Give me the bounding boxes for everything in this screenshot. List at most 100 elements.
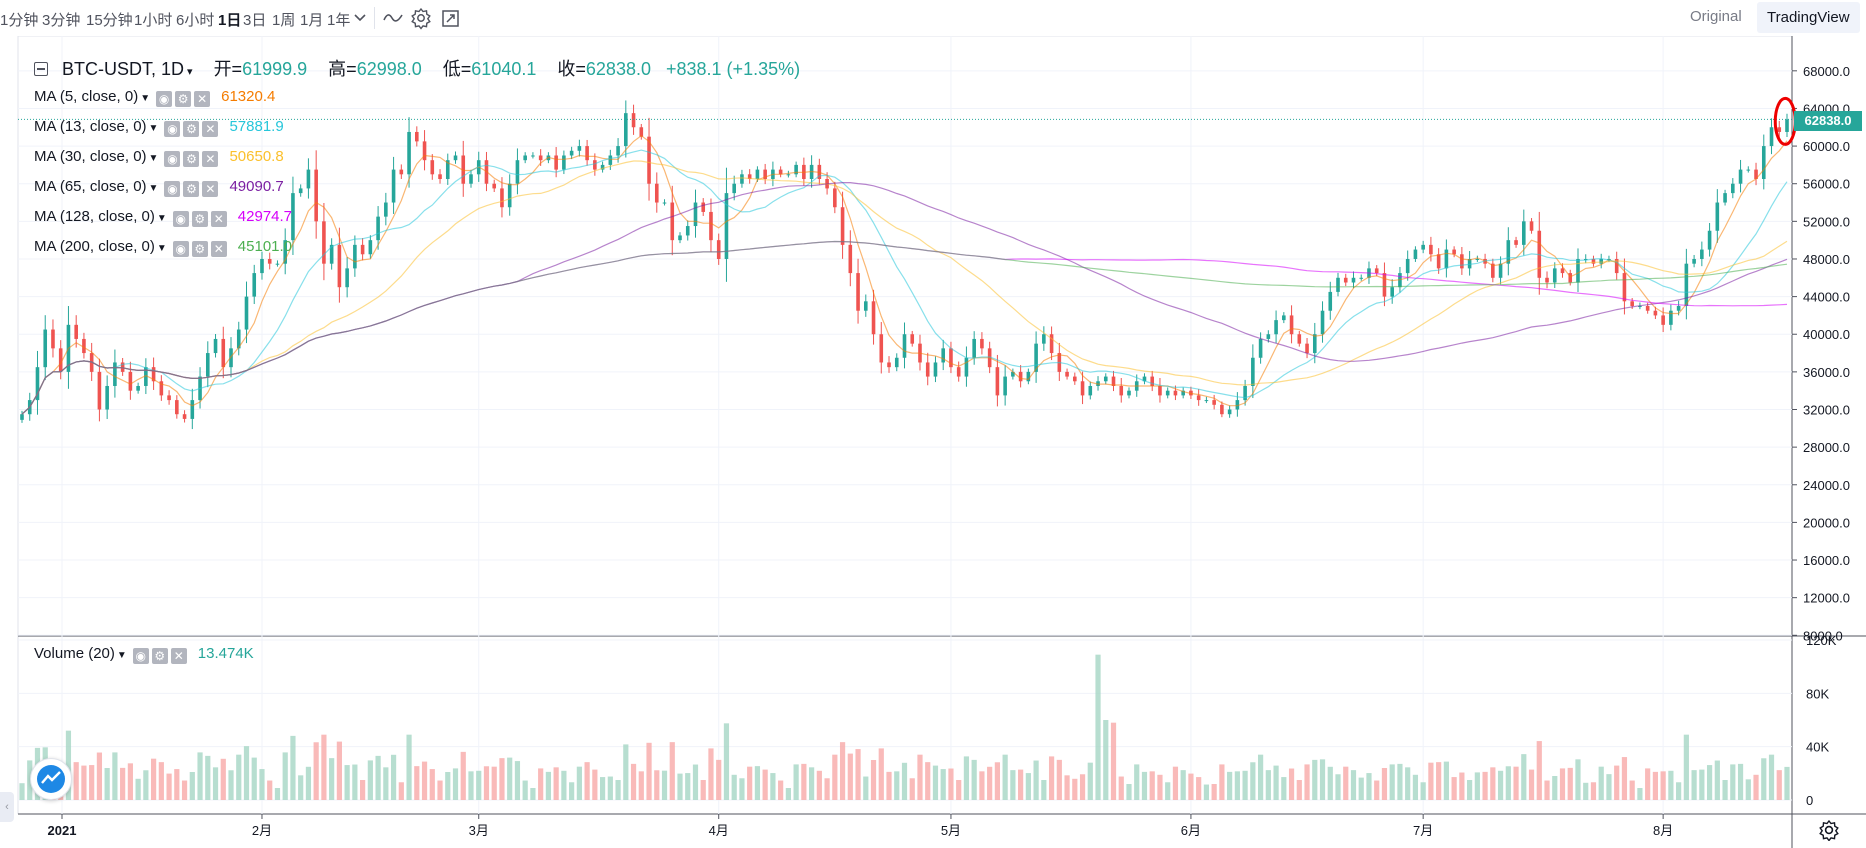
study-chevron-icon[interactable]: ▼: [148, 183, 159, 194]
study-legend-row: MA (65, close, 0) ▼ ◉ ⚙ ✕ 49090.7: [34, 178, 284, 197]
timeframe-1h[interactable]: 1小时: [134, 12, 173, 29]
settings-icon[interactable]: ⚙: [183, 181, 200, 197]
close-icon[interactable]: ✕: [210, 241, 227, 257]
eye-icon[interactable]: ◉: [156, 91, 173, 107]
close-icon[interactable]: ✕: [210, 211, 227, 227]
volume-bar: [863, 776, 869, 800]
candle-body: [833, 188, 837, 208]
volume-bar: [592, 769, 598, 800]
ma200-line: [21, 240, 1788, 415]
candle-body: [1638, 306, 1642, 308]
close-icon[interactable]: ✕: [202, 121, 219, 137]
symbol-label[interactable]: BTC-USDT, 1D: [62, 59, 185, 79]
side-panel-toggle[interactable]: ‹: [0, 792, 14, 822]
settings-icon[interactable]: ⚙: [175, 91, 192, 107]
symbol-chevron-icon[interactable]: ▾: [187, 66, 193, 78]
line-style-icon[interactable]: [382, 5, 404, 36]
volume-bar: [1103, 720, 1109, 800]
settings-icon[interactable]: ⚙: [191, 241, 208, 257]
timeframe-1y[interactable]: 1年: [327, 12, 351, 29]
study-label[interactable]: MA (200, close, 0): [34, 238, 155, 255]
candle-body: [1011, 371, 1015, 377]
volume-bar: [870, 760, 877, 800]
volume-bar: [181, 780, 188, 800]
timeframe-1mo[interactable]: 1月: [300, 12, 324, 29]
study-buttons: ◉ ⚙ ✕: [172, 240, 230, 257]
time-tick-label: 3月: [469, 823, 489, 838]
volume-bar: [1234, 771, 1240, 800]
candle-body: [1506, 240, 1511, 264]
eye-icon[interactable]: ◉: [164, 151, 181, 167]
timeframe-3d[interactable]: 3日: [243, 12, 267, 29]
volume-bar: [19, 783, 25, 800]
candle-body: [430, 160, 435, 175]
study-label[interactable]: MA (65, close, 0): [34, 178, 147, 195]
settings-icon[interactable]: ⚙: [151, 648, 168, 664]
candle-body: [856, 273, 860, 311]
volume-bar: [1505, 766, 1511, 800]
fullscreen-icon[interactable]: [440, 5, 462, 36]
candle-body: [871, 301, 876, 335]
gear-icon[interactable]: [410, 5, 432, 36]
view-tradingview-button[interactable]: TradingView: [1757, 2, 1860, 33]
volume-bar: [545, 771, 552, 800]
study-chevron-icon[interactable]: ▼: [156, 213, 167, 224]
timeframe-3m[interactable]: 3分钟: [42, 12, 81, 29]
timeframe-1m[interactable]: 1分钟: [0, 12, 39, 29]
volume-bar: [1041, 780, 1047, 800]
eye-icon[interactable]: ◉: [164, 181, 181, 197]
candle-body: [1452, 249, 1456, 255]
study-chevron-icon[interactable]: ▼: [140, 93, 151, 104]
eye-icon[interactable]: ◉: [172, 241, 189, 257]
candle-body: [1080, 381, 1085, 396]
candle-body: [438, 174, 442, 180]
chart-settings-gear-icon[interactable]: [1818, 819, 1840, 846]
settings-icon[interactable]: ⚙: [183, 121, 200, 137]
volume-bar: [1242, 770, 1248, 800]
candle-body: [1785, 119, 1789, 132]
study-label[interactable]: MA (13, close, 0): [34, 118, 147, 135]
candle-body: [670, 202, 675, 241]
study-chevron-icon[interactable]: ▼: [148, 123, 159, 134]
close-icon[interactable]: ✕: [194, 91, 211, 107]
candle-body: [1243, 385, 1247, 401]
volume-bar: [1343, 766, 1349, 800]
collapse-legend-icon[interactable]: [34, 62, 48, 76]
candle-body: [1173, 390, 1178, 396]
volume-bar: [569, 782, 575, 800]
candle-body: [175, 400, 179, 415]
study-label[interactable]: MA (128, close, 0): [34, 208, 155, 225]
chart-canvas[interactable]: 68000.064000.060000.056000.052000.048000…: [0, 36, 1866, 848]
volume-bar: [1412, 774, 1419, 800]
volume-bar: [607, 776, 613, 800]
timeframe-1d[interactable]: 1日: [218, 12, 242, 29]
tradingview-logo-button[interactable]: [30, 758, 72, 800]
study-label[interactable]: MA (30, close, 0): [34, 148, 147, 165]
candle-body: [353, 244, 357, 269]
volume-chevron-icon[interactable]: ▼: [116, 650, 127, 661]
close-icon[interactable]: ✕: [202, 151, 219, 167]
chevron-down-icon[interactable]: [352, 5, 368, 36]
eye-icon[interactable]: ◉: [172, 211, 189, 227]
study-chevron-icon[interactable]: ▼: [148, 153, 159, 164]
timeframe-6h[interactable]: 6小时: [176, 12, 215, 29]
volume-bar: [73, 762, 79, 800]
candle-body: [136, 385, 140, 391]
study-chevron-icon[interactable]: ▼: [156, 243, 167, 254]
study-label[interactable]: MA (5, close, 0): [34, 88, 139, 105]
candle-body: [1661, 315, 1665, 325]
close-icon[interactable]: ✕: [170, 648, 187, 664]
candle-body: [213, 338, 218, 354]
timeframe-15m[interactable]: 15分钟: [86, 12, 133, 29]
volume-label[interactable]: Volume (20): [34, 645, 115, 662]
view-original-button[interactable]: Original: [1690, 8, 1742, 25]
close-icon[interactable]: ✕: [202, 181, 219, 197]
volume-value: 13.474K: [197, 645, 254, 662]
volume-bar: [1281, 777, 1287, 800]
eye-icon[interactable]: ◉: [132, 648, 149, 664]
settings-icon[interactable]: ⚙: [183, 151, 200, 167]
timeframe-1w[interactable]: 1周: [272, 12, 296, 29]
eye-icon[interactable]: ◉: [164, 121, 181, 137]
volume-bar: [963, 756, 970, 800]
settings-icon[interactable]: ⚙: [191, 211, 208, 227]
